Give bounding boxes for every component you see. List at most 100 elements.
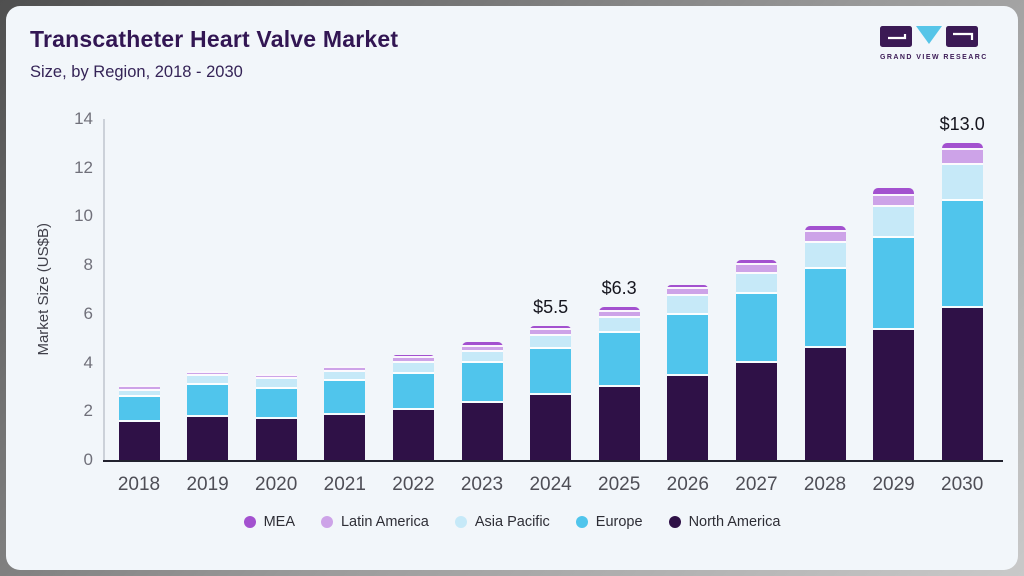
legend-item-asia-pacific[interactable]: Asia Pacific [454,514,550,530]
bar-segment-latin-america[interactable] [941,150,983,166]
bar-segment-asia-pacific[interactable] [735,273,777,295]
bar-2018[interactable] [118,384,160,460]
bar-segment-europe[interactable] [187,384,229,418]
bar-segment-asia-pacific[interactable] [461,352,503,364]
bar-segment-europe[interactable] [598,333,640,387]
bar-segment-asia-pacific[interactable] [873,207,915,238]
bar-segment-asia-pacific[interactable] [187,376,229,385]
bar-segment-mea[interactable] [461,342,503,347]
bar-segment-europe[interactable] [873,237,915,330]
bar-segment-latin-america[interactable] [392,357,434,364]
bar-segment-north-america[interactable] [530,395,572,460]
bar-segment-north-america[interactable] [461,402,503,460]
bar-2026[interactable] [667,284,709,460]
bar-segment-mea[interactable] [804,226,846,233]
bar-segment-north-america[interactable] [598,386,640,460]
bar-segment-europe[interactable] [324,381,366,415]
bar-segment-latin-america[interactable] [598,311,640,319]
bar-segment-north-america[interactable] [735,362,777,460]
bar-segment-north-america[interactable] [873,329,915,460]
bar-segment-europe[interactable] [530,348,572,396]
bar-2021[interactable] [324,365,366,460]
bar-segment-mea[interactable] [255,374,297,377]
bar-segment-europe[interactable] [118,396,160,423]
bar-segment-latin-america[interactable] [324,368,366,372]
bar-segment-latin-america[interactable] [187,373,229,377]
bar-segment-north-america[interactable] [255,419,297,460]
bar-segment-north-america[interactable] [118,422,160,460]
legend-item-latin-america[interactable]: Latin America [320,514,429,530]
bar-segment-north-america[interactable] [941,307,983,460]
bar-segment-mea[interactable] [187,370,229,374]
bar-segment-north-america[interactable] [324,414,366,460]
bar-2020[interactable] [255,374,297,460]
bar-segment-latin-america[interactable] [118,386,160,391]
plot-area: 2018 2019 2020 2021 2022 2023 2024 $5.5 2025 $6.3… [103,114,1003,495]
bar-2025[interactable] [598,306,640,460]
logo-r-block [946,26,978,47]
bar-2028[interactable] [804,226,846,460]
bar-segment-asia-pacific[interactable] [530,336,572,349]
legend-item-europe[interactable]: Europe [575,514,643,530]
bar-segment-north-america[interactable] [804,347,846,460]
chart-legend: MEA Latin America Asia Pacific Europe North … [6,514,1018,530]
bar-2024[interactable] [530,326,572,460]
legend-swatch-icon [454,516,467,528]
bar-segment-asia-pacific[interactable] [804,243,846,269]
bar-2019[interactable] [187,370,229,460]
bar-segment-mea[interactable] [118,384,160,387]
bar-segment-asia-pacific[interactable] [255,378,297,389]
bar-segment-latin-america[interactable] [735,265,777,274]
legend-swatch-icon [320,516,333,528]
bar-segment-europe[interactable] [461,363,503,403]
bar-segment-asia-pacific[interactable] [324,371,366,382]
logo-r-mark [953,32,974,40]
bar-segment-mea[interactable] [598,306,640,312]
x-tick-label-2018: 2018 [117,474,161,495]
bar-segment-mea[interactable] [392,354,434,358]
bar-segment-latin-america[interactable] [667,289,709,297]
bar-segment-mea[interactable] [324,365,366,369]
legend-item-mea[interactable]: MEA [243,514,295,530]
bar-segment-north-america[interactable] [187,417,229,460]
bar-2022[interactable] [392,354,434,460]
bar-2027[interactable] [735,260,777,460]
bar-segment-asia-pacific[interactable] [667,296,709,315]
bar-2030[interactable] [941,143,983,460]
y-tick-label: 0 [83,450,93,469]
bar-segment-latin-america[interactable] [804,232,846,244]
bar-segment-mea[interactable] [735,260,777,266]
bar-2023[interactable] [461,342,503,460]
bar-segment-europe[interactable] [804,268,846,348]
bar-segment-north-america[interactable] [667,375,709,460]
bar-segment-mea[interactable] [667,284,709,290]
bar-segment-latin-america[interactable] [530,330,572,337]
bar-segment-europe[interactable] [941,200,983,308]
bar-value-label-2030: $13.0 [939,114,985,135]
bar-segment-europe[interactable] [392,374,434,411]
bar-segment-europe[interactable] [255,388,297,420]
bar-segment-mea[interactable] [873,188,915,196]
chart-card: Transcatheter Heart Valve Market Size, b… [6,6,1018,570]
bar-segment-asia-pacific[interactable] [392,363,434,375]
bar-2029[interactable] [873,188,915,460]
bar-segment-asia-pacific[interactable] [598,318,640,334]
bar-segment-latin-america[interactable] [461,346,503,353]
bar-segment-europe[interactable] [667,314,709,376]
legend-label: North America [688,514,781,530]
legend-item-north-america[interactable]: North America [668,514,781,530]
x-tick-label-2024: 2024 [529,474,572,495]
page-title: Transcatheter Heart Valve Market [30,26,399,52]
bar-segment-asia-pacific[interactable] [118,390,160,397]
legend-swatch-icon [668,516,681,528]
x-tick-label-2029: 2029 [872,474,915,495]
bar-segment-latin-america[interactable] [255,376,297,379]
bar-segment-north-america[interactable] [392,410,434,460]
bar-segment-mea[interactable] [941,143,983,151]
bar-segment-mea[interactable] [530,326,572,331]
bar-segment-europe[interactable] [735,294,777,363]
logo-g-mark [888,34,907,40]
bar-segment-latin-america[interactable] [873,195,915,208]
bar-segment-asia-pacific[interactable] [941,165,983,201]
y-axis: 0 2 4 6 8 10 12 14 [6,109,93,469]
